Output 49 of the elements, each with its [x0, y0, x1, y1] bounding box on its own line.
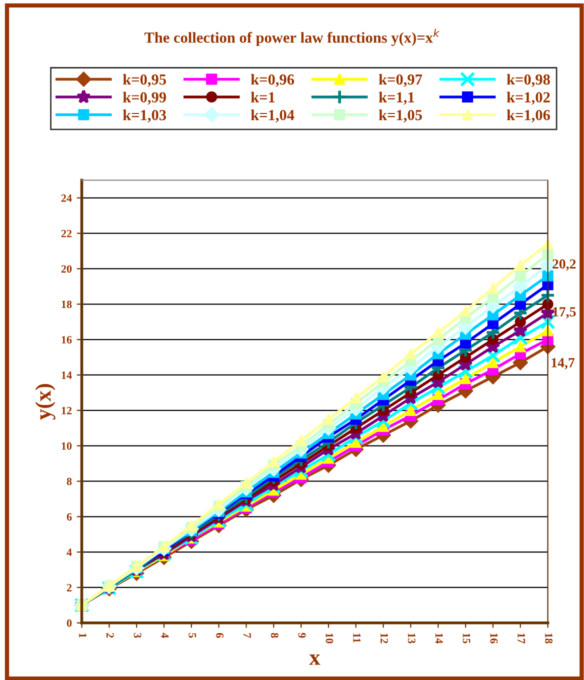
- y-tick-label: 12: [62, 406, 72, 414]
- legend-label: k=0,98: [506, 74, 550, 87]
- x-tick-label: 14: [435, 633, 443, 644]
- text: 14,7: [552, 358, 575, 370]
- x-tick-label: 1: [79, 633, 86, 638]
- legend-label: k=1: [250, 92, 275, 102]
- legend-label: k=1,1: [378, 92, 414, 105]
- legend-label: k=0,95: [122, 74, 166, 87]
- legend-label: k=1,02: [506, 92, 550, 105]
- x-tick-label: 15: [462, 633, 470, 644]
- y-tick-label: 14: [62, 372, 72, 379]
- legend-label: k=1,06: [506, 109, 550, 122]
- y-tick-label: 0: [66, 619, 72, 627]
- y-tick-label: 10: [62, 442, 72, 450]
- x-axis-title: x: [309, 654, 320, 665]
- y-tick-label: 18: [62, 300, 72, 308]
- legend-label: k=1,05: [378, 109, 422, 122]
- y-tick-label: 22: [61, 230, 72, 238]
- x-tick-label: 6: [216, 632, 224, 638]
- annotation: 20,2: [552, 259, 576, 271]
- y-tick-label: 2: [66, 584, 72, 592]
- x-tick-label: 4: [161, 632, 169, 638]
- x-tick-label: 10: [326, 633, 334, 644]
- chart-title: The collection of power law functions y(x)=x$^{k}$: [144, 28, 440, 46]
- legend-label: k=1,03: [122, 109, 166, 122]
- y-tick-label: 20: [61, 265, 72, 273]
- x-tick-label: 13: [408, 633, 416, 644]
- legend-label: k=0,97: [378, 74, 422, 87]
- y-tick-label: 6: [66, 513, 72, 521]
- x-tick-label: 5: [188, 633, 196, 638]
- x-tick-label: 17: [518, 633, 526, 644]
- legend-label: k=0,96: [250, 74, 294, 87]
- x-tick-label: 11: [353, 633, 361, 643]
- y-tick-label: 16: [62, 336, 72, 344]
- annotation: 17,5: [553, 307, 576, 318]
- x-tick-label: 12: [380, 633, 388, 644]
- x-tick-label: 2: [106, 633, 114, 638]
- x-tick-label: 7: [244, 633, 251, 638]
- y-tick-label: 24: [61, 194, 72, 202]
- y-tick-label: 4: [66, 548, 72, 556]
- x-tick-label: 18: [545, 633, 553, 644]
- x-tick-label: 8: [270, 632, 278, 638]
- x-tick-label: 9: [298, 632, 306, 638]
- legend-label: k=0,99: [122, 92, 166, 105]
- y-axis-title: y(x): [35, 384, 56, 420]
- x-tick-label: 16: [490, 633, 498, 644]
- legend-label: k=1,04: [250, 109, 294, 122]
- x-tick-label: 3: [134, 633, 142, 638]
- y-tick-label: 8: [66, 478, 72, 486]
